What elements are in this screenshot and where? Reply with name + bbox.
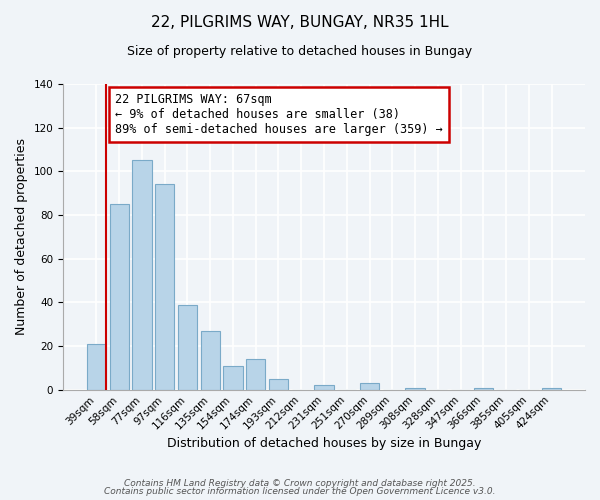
Bar — [178, 304, 197, 390]
Text: Contains public sector information licensed under the Open Government Licence v3: Contains public sector information licen… — [104, 487, 496, 496]
Bar — [246, 359, 265, 390]
Bar — [87, 344, 106, 390]
Y-axis label: Number of detached properties: Number of detached properties — [15, 138, 28, 336]
Bar — [360, 383, 379, 390]
Bar — [132, 160, 152, 390]
Bar — [542, 388, 561, 390]
Text: Size of property relative to detached houses in Bungay: Size of property relative to detached ho… — [127, 45, 473, 58]
X-axis label: Distribution of detached houses by size in Bungay: Distribution of detached houses by size … — [167, 437, 481, 450]
Bar — [223, 366, 242, 390]
Bar — [110, 204, 129, 390]
Bar — [314, 386, 334, 390]
Text: Contains HM Land Registry data © Crown copyright and database right 2025.: Contains HM Land Registry data © Crown c… — [124, 478, 476, 488]
Bar — [473, 388, 493, 390]
Text: 22 PILGRIMS WAY: 67sqm
← 9% of detached houses are smaller (38)
89% of semi-deta: 22 PILGRIMS WAY: 67sqm ← 9% of detached … — [115, 93, 443, 136]
Bar — [155, 184, 175, 390]
Text: 22, PILGRIMS WAY, BUNGAY, NR35 1HL: 22, PILGRIMS WAY, BUNGAY, NR35 1HL — [151, 15, 449, 30]
Bar — [406, 388, 425, 390]
Bar — [269, 379, 288, 390]
Bar — [200, 331, 220, 390]
